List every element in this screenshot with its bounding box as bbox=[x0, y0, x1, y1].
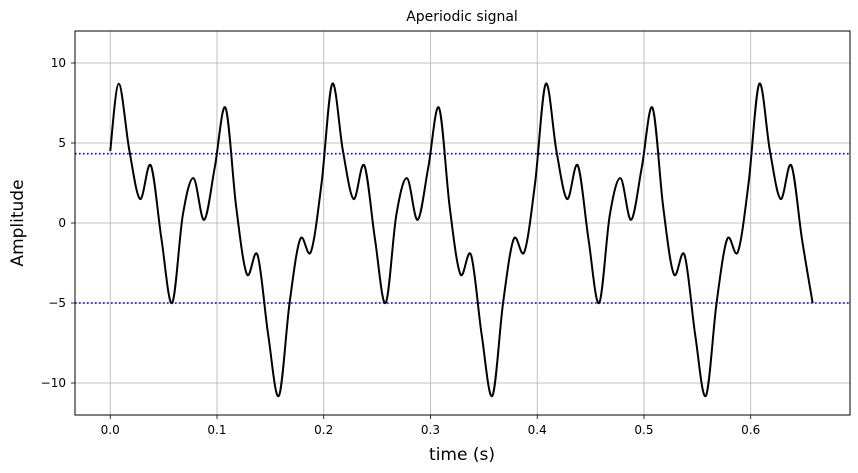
x-tick-label: 0.2 bbox=[314, 423, 333, 437]
reference-lines bbox=[75, 152, 850, 304]
y-axis-label: Amplitude bbox=[8, 179, 28, 266]
y-tick-label: 10 bbox=[51, 56, 66, 70]
series-layer bbox=[109, 82, 814, 397]
chart-title: Aperiodic signal bbox=[406, 9, 518, 25]
y-tick-label: 5 bbox=[58, 136, 66, 150]
y-tick-label: −10 bbox=[41, 376, 66, 390]
x-axis-ticks: 0.0 0.1 0.2 0.3 0.4 0.5 0.6 bbox=[101, 415, 760, 437]
signal-series-line bbox=[109, 82, 814, 397]
y-tick-label: 0 bbox=[58, 216, 66, 230]
x-tick-label: 0.4 bbox=[528, 423, 547, 437]
y-tick-label: −5 bbox=[48, 296, 66, 310]
x-tick-label: 0.3 bbox=[421, 423, 440, 437]
grid bbox=[75, 31, 850, 415]
x-axis-label: time (s) bbox=[429, 445, 495, 465]
x-tick-label: 0.1 bbox=[207, 423, 226, 437]
x-tick-label: 0.6 bbox=[741, 423, 760, 437]
x-tick-label: 0.0 bbox=[101, 423, 120, 437]
y-axis-ticks: 10 5 0 −5 −10 bbox=[41, 56, 75, 390]
x-tick-label: 0.5 bbox=[634, 423, 653, 437]
